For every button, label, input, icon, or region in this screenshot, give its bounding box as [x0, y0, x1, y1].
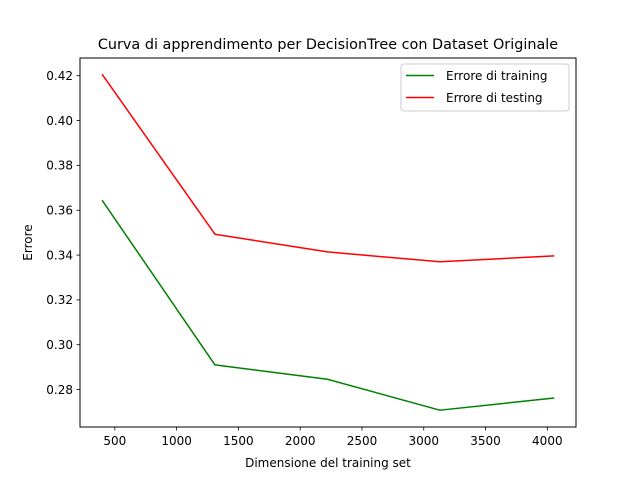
y-axis-title: Errore — [21, 224, 35, 260]
series-line-training — [101, 199, 555, 411]
y-tick-label: 0.40 — [46, 114, 73, 128]
x-tick-label: 3500 — [470, 434, 501, 448]
legend-box — [400, 63, 570, 112]
x-tick-label: 2500 — [347, 434, 378, 448]
legend: Errore di training Errore di testing — [400, 63, 570, 112]
y-tick-label: 0.32 — [46, 293, 73, 307]
y-tick-label: 0.30 — [46, 338, 73, 352]
x-axis-title: Dimensione del training set — [245, 456, 411, 470]
y-tick-label: 0.34 — [46, 248, 73, 262]
legend-label: Errore di training — [446, 69, 547, 83]
series-lines — [101, 73, 555, 411]
y-tick-label: 0.28 — [46, 383, 73, 397]
x-tick-label: 1500 — [223, 434, 254, 448]
chart-title: Curva di apprendimento per DecisionTree … — [98, 37, 558, 53]
x-tick-label: 3000 — [408, 434, 439, 448]
axis-ticks: 500 1000 1500 2000 2500 3000 3500 4000 0.28 0.30 0… — [46, 69, 562, 448]
x-tick-label: 4000 — [532, 434, 563, 448]
y-tick-label: 0.38 — [46, 159, 73, 173]
x-tick-label: 1000 — [161, 434, 192, 448]
series-line-testing — [101, 73, 555, 263]
y-tick-label: 0.36 — [46, 204, 73, 218]
x-tick-label: 2000 — [285, 434, 316, 448]
y-tick-label: 0.42 — [46, 69, 73, 83]
x-tick-label: 500 — [103, 434, 126, 448]
plot-frame — [79, 57, 577, 428]
legend-label: Errore di testing — [446, 91, 543, 105]
